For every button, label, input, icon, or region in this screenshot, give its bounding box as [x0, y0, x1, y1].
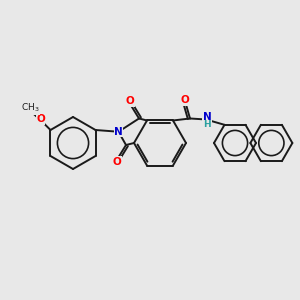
- Text: O: O: [112, 157, 122, 167]
- Text: O: O: [36, 114, 45, 124]
- Text: H: H: [203, 120, 211, 129]
- Text: O: O: [181, 95, 189, 106]
- Text: CH$_3$: CH$_3$: [21, 102, 40, 114]
- Text: N: N: [202, 112, 211, 122]
- Text: O: O: [126, 97, 134, 106]
- Text: N: N: [114, 127, 123, 137]
